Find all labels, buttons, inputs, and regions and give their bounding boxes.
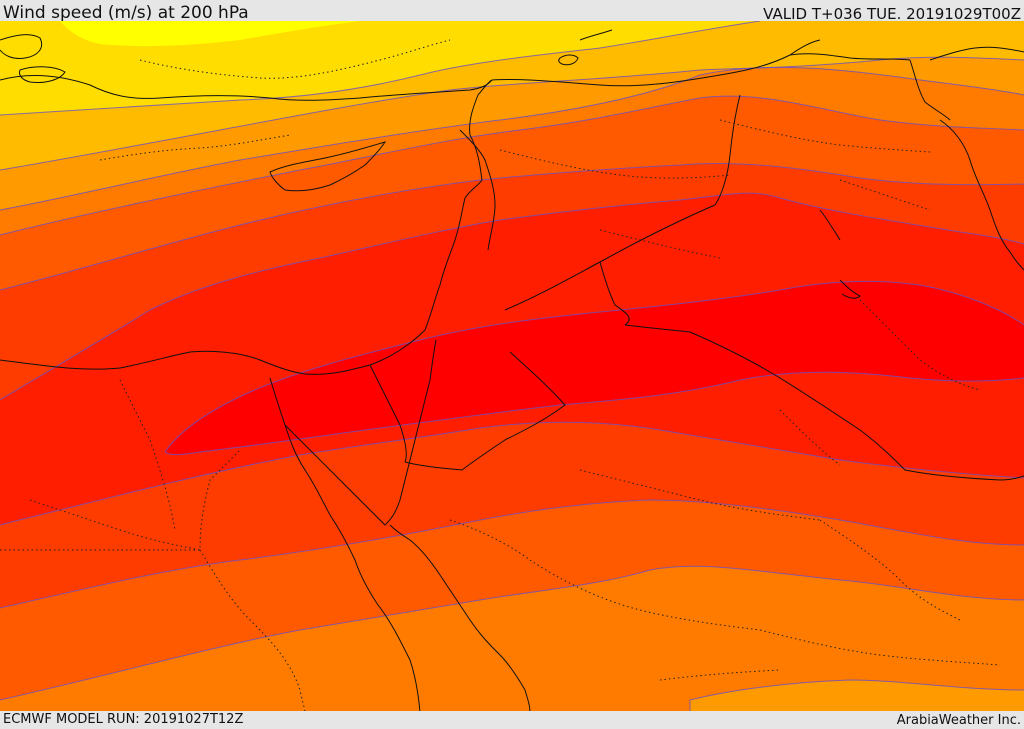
country-border: [909, 59, 951, 121]
coastline: [939, 119, 1024, 271]
admin-border: [579, 469, 821, 521]
country-border: [491, 39, 821, 87]
coastline: [929, 46, 1024, 61]
admin-borders: [0, 39, 1001, 712]
admin-border: [759, 629, 1001, 666]
country-border: [624, 324, 1024, 481]
admin-border: [839, 179, 931, 211]
admin-border: [499, 149, 731, 179]
map-title: Wind speed (m/s) at 200 hPa: [3, 3, 249, 23]
coastline: [819, 209, 841, 241]
country-border: [369, 364, 407, 463]
contour-line: [0, 66, 1024, 211]
country-border: [714, 94, 741, 206]
map-header: Wind speed (m/s) at 200 hPa VALID T+036 …: [0, 0, 1024, 23]
country-border: [504, 204, 716, 311]
coastline: [269, 141, 387, 192]
coastline: [0, 74, 493, 101]
contour-line: [0, 499, 1024, 609]
admin-border: [599, 229, 721, 259]
contour-line: [0, 56, 1024, 171]
band-ff0000: [165, 281, 1024, 455]
contour-line: [0, 95, 1024, 236]
contour-lines: [0, 21, 1024, 712]
coastline: [839, 279, 861, 299]
contour-line: [0, 162, 1024, 291]
country-borders: [369, 39, 1024, 481]
admin-border: [0, 449, 241, 551]
coastline: [558, 54, 579, 66]
country-border: [404, 351, 566, 471]
contour-line: [0, 421, 1024, 526]
contour-line: [689, 679, 1024, 712]
admin-border: [779, 409, 841, 466]
admin-border: [99, 134, 291, 161]
admin-border: [199, 549, 306, 712]
band-ffff00: [60, 21, 360, 47]
admin-border: [449, 519, 531, 561]
contour-line: [164, 280, 1024, 453]
band-ffbb00-ne: [830, 21, 1024, 40]
wind-speed-bands: [0, 21, 1024, 712]
valid-time-label: VALID T+036 TUE. 20191029T00Z: [763, 5, 1021, 23]
map-footer: ECMWF MODEL RUN: 20191027T12Z ArabiaWeat…: [0, 711, 1024, 729]
admin-border: [29, 499, 201, 551]
coastline: [269, 377, 421, 712]
contour-line: [0, 565, 1024, 701]
coastline: [389, 524, 531, 712]
admin-border: [139, 39, 451, 79]
country-border: [459, 129, 496, 251]
contour-line: [0, 21, 761, 116]
coastline: [0, 34, 43, 59]
contour-line: [164, 371, 1024, 456]
wind-speed-map: [0, 21, 1024, 712]
coastline: [284, 339, 437, 526]
admin-border: [719, 119, 931, 153]
contour-line: [0, 192, 1024, 401]
coastline: [19, 66, 66, 83]
admin-border: [819, 519, 961, 621]
country-border: [789, 53, 911, 61]
country-border: [599, 261, 630, 326]
credit-label: ArabiaWeather Inc.: [896, 713, 1021, 728]
coastline: [579, 29, 613, 41]
model-run-label: ECMWF MODEL RUN: 20191027T12Z: [3, 712, 244, 727]
